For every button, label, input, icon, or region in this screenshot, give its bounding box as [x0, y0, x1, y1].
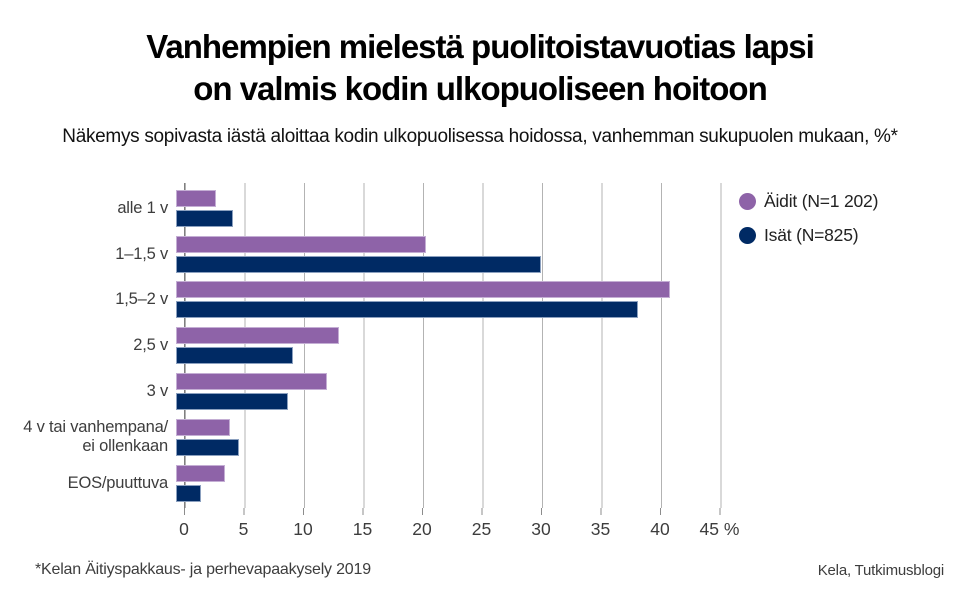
x-tick-label: 40 — [650, 519, 670, 539]
category-label: alle 1 v — [117, 199, 168, 218]
bar-aidit — [176, 281, 670, 299]
bar-group — [176, 372, 760, 410]
chart-row: EOS/puuttuva — [0, 464, 760, 502]
x-tick-label: 35 — [590, 519, 611, 539]
x-axis-labels: 0 5 10 15 20 25 30 35 40 45 % — [179, 519, 744, 543]
category-label: 1–1,5 v — [115, 244, 168, 263]
legend-label-isat: Isät (N=825) — [764, 225, 859, 245]
bar-aidit — [176, 327, 340, 345]
bar-isat — [176, 392, 288, 410]
chart-row: 1–1,5 v — [0, 235, 760, 273]
x-tick-label: 0 — [179, 519, 189, 539]
bar-isat — [176, 438, 240, 456]
bar-aidit — [176, 235, 426, 253]
bar-aidit — [176, 372, 328, 390]
x-tick-label: 25 — [471, 519, 492, 539]
source-note: *Kelan Äitiyspakkaus- ja perhevapaakysel… — [35, 561, 371, 578]
x-tick-label: 45 % — [699, 519, 740, 539]
category-label: 2,5 v — [133, 336, 168, 355]
bar-isat — [176, 301, 638, 319]
x-tick-label: 20 — [412, 519, 432, 539]
legend-item-isat: Isät (N=825) — [739, 225, 878, 246]
chart-rows: alle 1 v 1–1,5 v 1,5–2 v 2,5 v 3 v 4 v tai va… — [0, 183, 760, 508]
bar-isat — [176, 484, 201, 502]
chart-row: 4 v tai vanhempana/ ei ollenkaan — [0, 418, 760, 456]
bar-group — [176, 235, 760, 273]
legend-item-aidit: Äidit (N=1 202) — [739, 191, 878, 212]
bar-group — [176, 418, 760, 456]
x-axis-ticks — [184, 508, 722, 515]
category-label: 1,5–2 v — [115, 290, 168, 309]
chart-row: 1,5–2 v — [0, 281, 760, 319]
x-tick-label: 5 — [238, 519, 249, 539]
bar-aidit — [176, 190, 217, 207]
legend-dot-isat-icon — [739, 227, 756, 244]
bar-isat — [176, 210, 234, 227]
x-tick-label: 30 — [531, 519, 551, 539]
chart-row: 2,5 v — [0, 327, 760, 365]
bar-isat — [176, 347, 293, 365]
category-label: 3 v — [146, 381, 169, 400]
legend: Äidit (N=1 202) Isät (N=825) — [739, 191, 878, 259]
bar-aidit — [176, 464, 225, 482]
x-tick-label: 10 — [293, 519, 313, 539]
bar-group — [176, 281, 760, 319]
bar-chart: alle 1 v 1–1,5 v 1,5–2 v 2,5 v 3 v 4 v tai va… — [0, 183, 960, 539]
bar-aidit — [176, 418, 230, 436]
category-label: 4 v tai vanhempana/ ei ollenkaan — [23, 418, 168, 456]
legend-dot-aidit-icon — [739, 193, 756, 210]
bar-group — [176, 464, 760, 502]
credit: Kela, Tutkimusblogi — [817, 562, 944, 579]
chart-subtitle: Näkemys sopivasta iästä aloittaa kodin u… — [62, 125, 898, 147]
x-tick-label: 15 — [352, 519, 373, 539]
chart-row: alle 1 v — [0, 190, 760, 227]
bar-group — [176, 190, 760, 227]
legend-label-aidit: Äidit (N=1 202) — [764, 191, 879, 211]
chart-title: Vanhempien mielestä puolitoistavuotias l… — [146, 28, 815, 107]
chart-header: Vanhempien mielestä puolitoistavuotias l… — [0, 0, 960, 148]
chart-row: 3 v — [0, 372, 760, 410]
category-label: EOS/puuttuva — [67, 473, 169, 492]
bar-group — [176, 327, 760, 365]
bar-isat — [176, 255, 542, 273]
